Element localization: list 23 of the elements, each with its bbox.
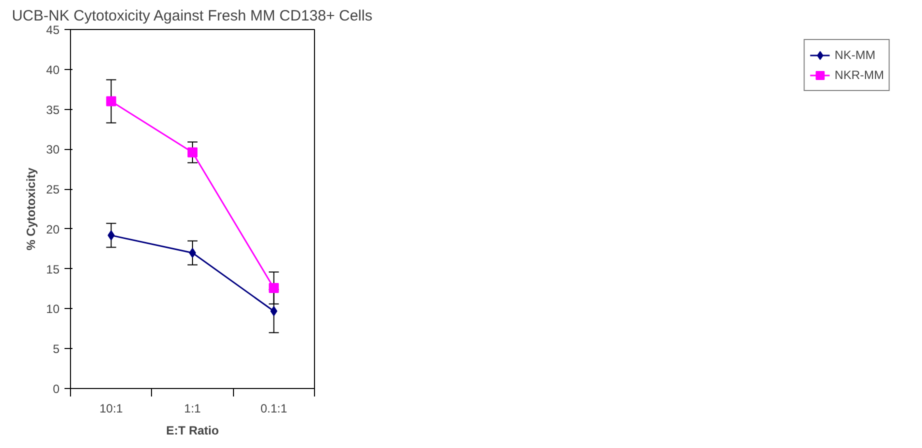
y-tick-label: 45 xyxy=(46,23,60,37)
point xyxy=(106,96,116,106)
y-tick-label: 10 xyxy=(46,302,60,316)
x-axis-title: E:T Ratio xyxy=(166,424,219,438)
point xyxy=(270,306,278,316)
point xyxy=(268,282,279,293)
y-tick-label: 0 xyxy=(52,382,60,396)
x-tick-label: 1:1 xyxy=(184,402,202,416)
legend-label: NKR-MM xyxy=(834,68,884,82)
y-tick-label: 15 xyxy=(46,262,60,276)
x-tick-label: 10:1 xyxy=(99,402,124,416)
point xyxy=(108,230,115,240)
y-tick-label: 25 xyxy=(46,182,60,197)
y-tick-label: 5 xyxy=(52,342,60,356)
y-tick-label: 35 xyxy=(46,102,60,117)
y-tick-label: 40 xyxy=(46,62,60,77)
y-tick-label: 30 xyxy=(46,142,60,157)
chart-title: UCB-NK Cytotoxicity Against Fresh MM CD138+ Cells xyxy=(12,8,372,24)
y-axis-title: % Cytotoxicity xyxy=(24,167,38,250)
y-tick-label: 20 xyxy=(46,222,60,236)
legend-label: NK-MM xyxy=(834,48,876,62)
x-tick-label: 0.1:1 xyxy=(260,402,288,416)
point xyxy=(188,147,198,158)
